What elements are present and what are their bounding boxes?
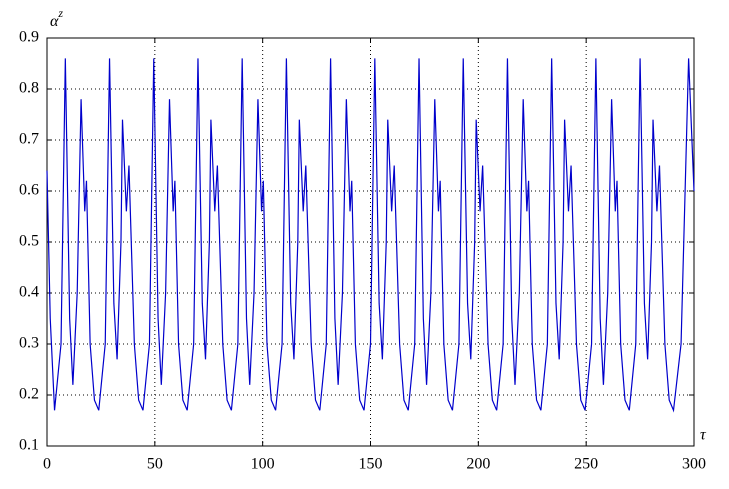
x-tick-label: 300 — [682, 456, 706, 473]
y-tick-label: 0.9 — [19, 29, 39, 46]
x-tick-label: 250 — [574, 456, 598, 473]
x-tick-label: 50 — [147, 456, 163, 473]
y-axis-label: αz — [50, 6, 63, 30]
y-tick-label: 0.6 — [19, 182, 39, 199]
y-tick-label: 0.3 — [19, 335, 39, 352]
x-tick-label: 200 — [466, 456, 490, 473]
x-tick-label: 150 — [359, 456, 383, 473]
y-tick-label: 0.1 — [19, 437, 39, 454]
y-tick-label: 0.5 — [19, 233, 39, 250]
x-tick-label: 100 — [251, 456, 275, 473]
y-tick-label: 0.8 — [19, 80, 39, 97]
y-axis-label-base: α — [50, 13, 59, 30]
x-tick-label: 0 — [43, 456, 51, 473]
x-axis-label: τ — [700, 427, 707, 444]
y-tick-label: 0.4 — [19, 284, 39, 301]
data-line — [46, 58, 695, 413]
y-tick-label: 0.7 — [19, 131, 39, 148]
y-axis-label-sup: z — [57, 6, 63, 20]
y-tick-label: 0.2 — [19, 386, 39, 403]
